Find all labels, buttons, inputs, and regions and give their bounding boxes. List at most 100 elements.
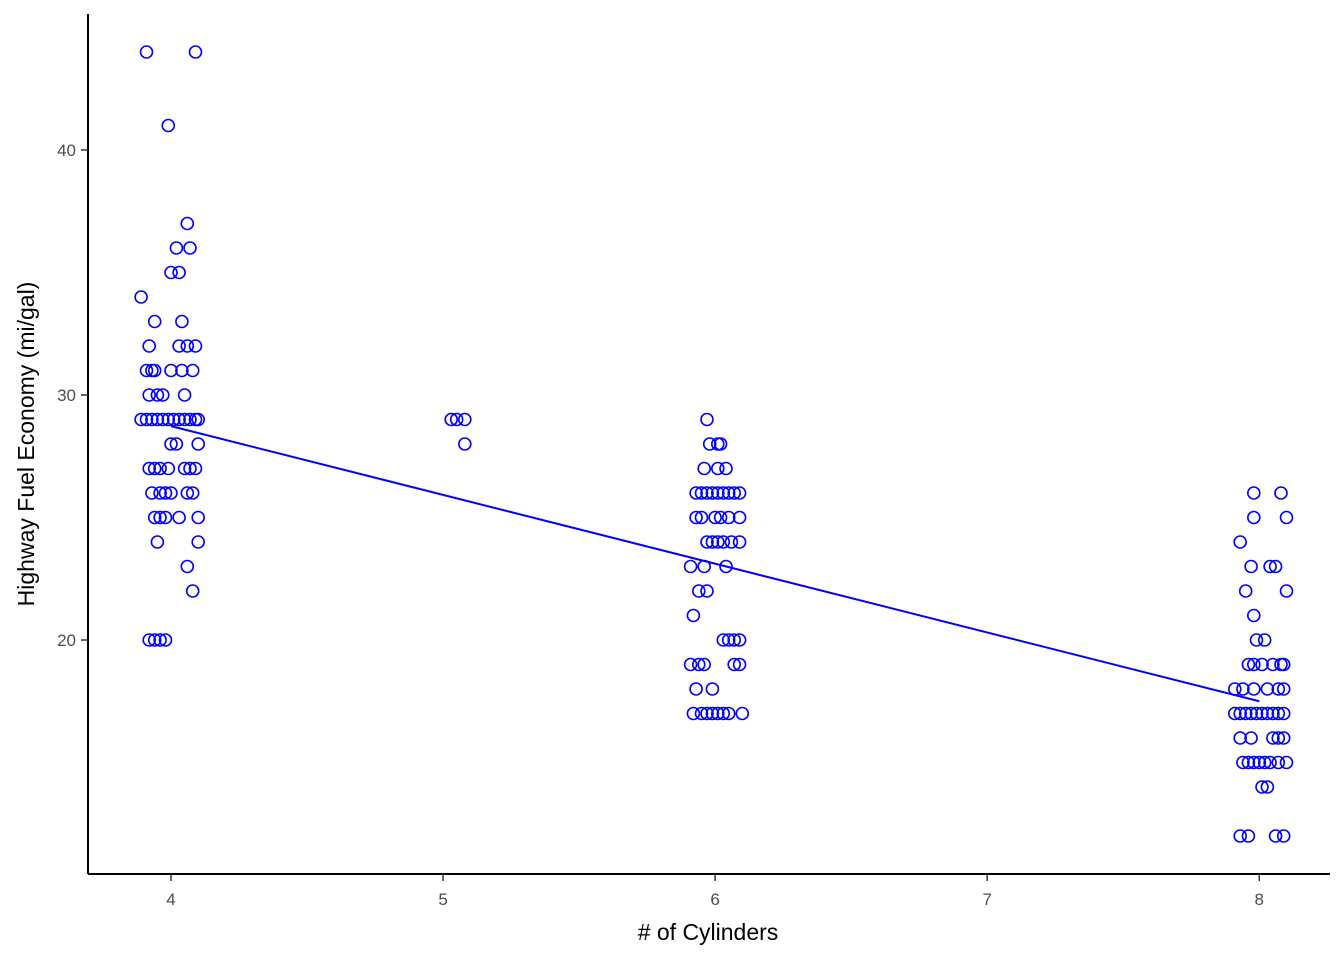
data-point — [1260, 706, 1275, 721]
data-point — [164, 437, 178, 451]
data-point — [735, 706, 750, 721]
data-point — [691, 584, 706, 598]
data-point — [169, 241, 184, 255]
data-point — [713, 510, 728, 525]
data-point — [1228, 706, 1242, 721]
data-point — [1263, 559, 1277, 574]
data-point — [1266, 657, 1280, 672]
data-point — [1244, 706, 1258, 721]
data-point — [1257, 755, 1272, 770]
data-point — [694, 486, 709, 500]
data-point — [158, 633, 173, 647]
data-point — [1233, 829, 1247, 843]
data-point — [177, 412, 192, 427]
data-point — [150, 412, 165, 427]
data-point — [697, 461, 712, 476]
data-point — [700, 706, 714, 721]
data-point — [1252, 755, 1267, 770]
data-point — [1255, 706, 1269, 721]
data-point — [1260, 682, 1275, 696]
data-point — [164, 265, 178, 280]
data-point — [1279, 755, 1294, 770]
data-point — [172, 339, 186, 353]
x-tick-label: 5 — [438, 890, 447, 909]
data-point — [694, 510, 709, 525]
data-point — [732, 510, 747, 525]
data-point — [150, 535, 165, 549]
data-point — [147, 314, 162, 329]
data-point — [1266, 731, 1280, 745]
data-point — [158, 510, 173, 525]
data-point — [142, 461, 156, 476]
data-point — [1271, 731, 1286, 745]
data-point — [719, 461, 733, 476]
data-point — [153, 633, 167, 647]
data-point — [175, 314, 189, 329]
data-point — [1276, 682, 1291, 696]
data-point — [449, 412, 464, 427]
data-point — [139, 412, 154, 427]
data-point — [147, 461, 162, 476]
data-point — [713, 437, 728, 451]
data-point — [700, 412, 714, 427]
data-point — [457, 412, 472, 427]
data-point — [1271, 755, 1286, 770]
data-point — [147, 363, 162, 378]
data-point — [188, 45, 203, 59]
data-point — [1279, 584, 1294, 598]
data-point — [724, 535, 739, 549]
data-point — [1255, 780, 1269, 794]
data-point — [191, 437, 205, 451]
data-point — [161, 412, 176, 427]
data-points — [134, 45, 1294, 843]
data-point — [1247, 755, 1261, 770]
data-point — [700, 584, 714, 598]
data-point — [142, 339, 156, 353]
data-point — [1263, 755, 1277, 770]
data-point — [1238, 584, 1253, 598]
data-point — [191, 535, 205, 549]
data-point — [161, 118, 176, 133]
data-point — [150, 388, 165, 402]
data-point — [145, 412, 159, 427]
data-point — [686, 706, 701, 721]
data-point — [1260, 780, 1275, 794]
data-point — [142, 388, 156, 402]
y-axis-title: Highway Fuel Economy (mi/gal) — [13, 282, 39, 607]
x-tick-label: 6 — [710, 890, 719, 909]
data-point — [191, 412, 205, 427]
data-point — [700, 535, 714, 549]
data-point — [1241, 829, 1256, 843]
data-point — [1249, 706, 1264, 721]
data-point — [156, 388, 170, 402]
data-point — [1255, 657, 1269, 672]
data-point — [689, 682, 703, 696]
data-point — [732, 486, 747, 500]
data-point — [1268, 829, 1283, 843]
data-point — [710, 535, 725, 549]
data-point — [691, 657, 706, 672]
data-point — [1279, 510, 1294, 525]
data-point — [177, 461, 192, 476]
trend-line — [170, 425, 1260, 703]
data-point — [188, 339, 203, 353]
data-point — [1271, 682, 1286, 696]
data-point — [1247, 682, 1261, 696]
data-point — [1247, 510, 1261, 525]
data-point — [1241, 755, 1256, 770]
data-point — [732, 535, 747, 549]
x-axis-ticks: 4 5 6 7 8 — [166, 874, 1264, 909]
data-point — [147, 510, 162, 525]
data-point — [1276, 829, 1291, 843]
data-point — [727, 486, 742, 500]
data-point — [1233, 706, 1247, 721]
data-point — [710, 437, 725, 451]
data-point — [719, 559, 733, 574]
data-point — [710, 461, 725, 476]
data-point — [705, 706, 720, 721]
data-point — [700, 486, 714, 500]
data-point — [1274, 657, 1288, 672]
data-point — [716, 706, 731, 721]
x-tick-label: 8 — [1255, 890, 1264, 909]
data-point — [1268, 559, 1283, 574]
